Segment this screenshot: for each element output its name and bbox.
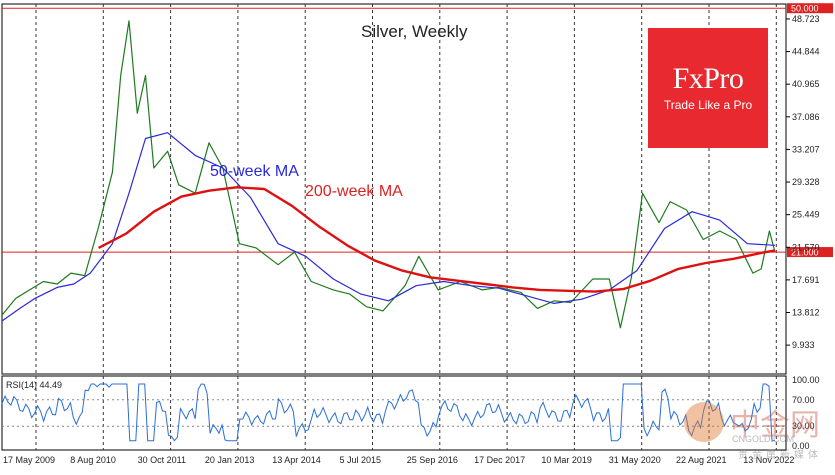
series-line-price bbox=[1, 20, 776, 329]
x-tick-label: 30 Oct 2011 bbox=[138, 455, 186, 465]
hline-price-label: 50.000 bbox=[791, 4, 819, 14]
watermark-cn: 中金网 bbox=[730, 408, 820, 443]
hline-price-tag bbox=[787, 3, 833, 14]
rsi-tick-label: 100.00 bbox=[792, 375, 820, 385]
price-tick-label: 33.207 bbox=[792, 144, 820, 154]
main-plot-frame bbox=[1, 3, 787, 375]
cngold-logo-icon bbox=[684, 402, 724, 442]
price-tick-label: 25.449 bbox=[792, 210, 820, 220]
watermark-url: CNGOLD.COM bbox=[732, 434, 795, 444]
rsi-label: RSI(14) 44.49 bbox=[6, 380, 62, 390]
x-tick-label: 10 Mar 2019 bbox=[541, 455, 592, 465]
watermark-sub: 贵金属新媒体 bbox=[738, 450, 822, 461]
price-tick-label: 48.723 bbox=[792, 14, 820, 24]
price-tick-label: 44.844 bbox=[792, 47, 820, 57]
price-tick-label: 9.933 bbox=[792, 340, 815, 350]
fxpro-logo-badge: FxPro Trade Like a Pro bbox=[648, 28, 768, 148]
hline-price-tag bbox=[787, 247, 833, 258]
rsi-tick-label: 0.00 bbox=[792, 441, 810, 451]
price-tick-label: 21.570 bbox=[792, 242, 820, 252]
chart-title: Silver, Weekly bbox=[361, 22, 468, 41]
series-line-50-week-ma bbox=[1, 132, 776, 322]
x-tick-label: 17 Dec 2017 bbox=[474, 455, 525, 465]
rsi-plot-frame bbox=[1, 375, 787, 451]
fxpro-logo: FxPro bbox=[672, 62, 744, 95]
fxpro-tagline: Trade Like a Pro bbox=[663, 98, 753, 112]
x-tick-label: 13 Nov 2022 bbox=[743, 455, 794, 465]
rsi-tick-label: 70.00 bbox=[792, 395, 815, 405]
rsi-tick-label: 30.00 bbox=[792, 421, 815, 431]
cngold-watermark: 中金网 CNGOLD.COM 贵金属新媒体 bbox=[678, 394, 828, 461]
hline-price-label: 21.000 bbox=[791, 248, 819, 258]
rsi-line bbox=[1, 383, 775, 442]
price-tick-label: 29.328 bbox=[792, 177, 820, 187]
x-tick-label: 31 May 2020 bbox=[609, 455, 661, 465]
price-tick-label: 17.691 bbox=[792, 275, 820, 285]
ma50-annotation: 50-week MA bbox=[210, 163, 299, 180]
series-line-200-week-ma bbox=[98, 186, 776, 293]
x-tick-label: 22 Aug 2021 bbox=[676, 455, 727, 465]
x-tick-label: 13 Apr 2014 bbox=[272, 455, 321, 465]
x-tick-label: 20 Jan 2013 bbox=[205, 455, 255, 465]
x-tick-label: 17 May 2009 bbox=[3, 455, 55, 465]
price-tick-label: 13.812 bbox=[792, 308, 820, 318]
price-tick-label: 37.086 bbox=[792, 112, 820, 122]
ma200-annotation: 200-week MA bbox=[305, 183, 403, 200]
x-tick-label: 25 Sep 2016 bbox=[407, 455, 458, 465]
price-tick-label: 40.965 bbox=[792, 79, 820, 89]
x-tick-label: 8 Aug 2010 bbox=[70, 455, 116, 465]
x-tick-label: 5 Jul 2015 bbox=[340, 455, 382, 465]
